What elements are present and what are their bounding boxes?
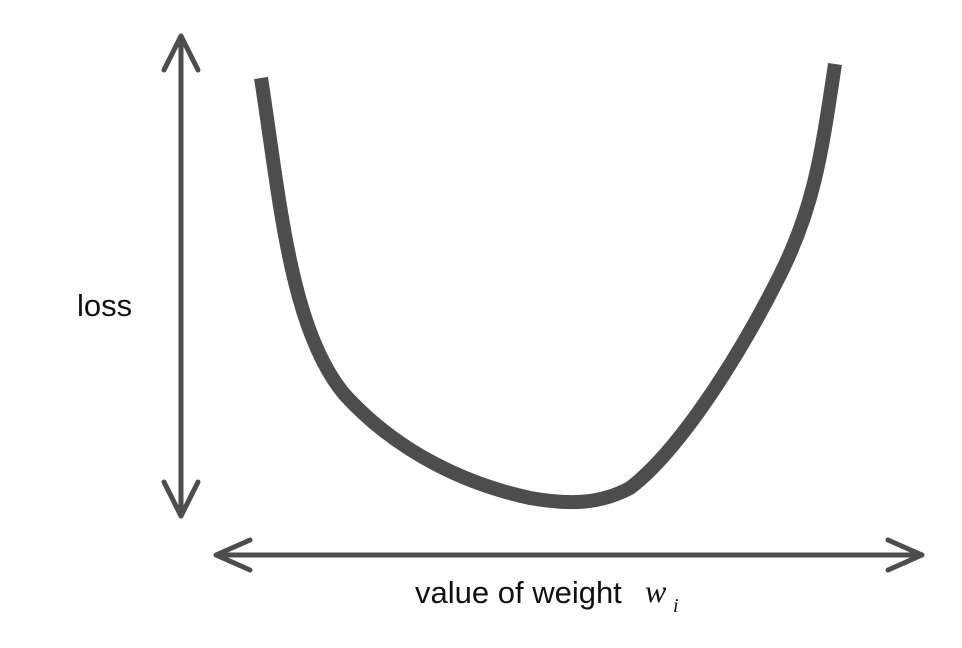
loss-axis-arrow <box>161 33 201 519</box>
weight-axis-arrow <box>213 537 925 573</box>
weight-axis-label: value of weight <box>415 575 622 610</box>
loss-axis-label: loss <box>77 288 132 323</box>
weight-subscript: i <box>673 595 679 617</box>
weight-symbol: w <box>645 573 667 609</box>
loss-curve <box>254 62 842 510</box>
